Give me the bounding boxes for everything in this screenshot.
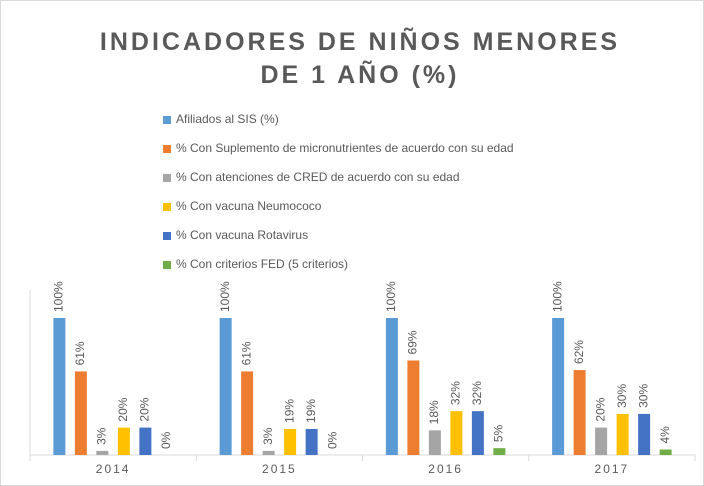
legend-swatch [163, 232, 171, 240]
bar [262, 450, 275, 455]
value-label: 18% [427, 400, 441, 424]
bar [493, 448, 506, 455]
legend-label: % Con vacuna Rotavirus [176, 228, 308, 242]
value-label: 100% [218, 281, 232, 312]
x-tick-label: 2017 [595, 462, 630, 476]
value-label: 3% [95, 427, 109, 445]
value-label: 30% [636, 384, 650, 408]
legend-label: Afiliados al SIS (%) [176, 112, 279, 126]
legend-swatch [163, 203, 171, 211]
bar [117, 427, 130, 455]
value-label: 0% [325, 431, 339, 449]
value-label: 62% [572, 340, 586, 364]
value-label: 5% [492, 424, 506, 442]
bar [616, 413, 629, 455]
value-label: 20% [593, 397, 607, 421]
value-label: 20% [138, 397, 152, 421]
value-label: 100% [384, 281, 398, 312]
value-label: 30% [615, 384, 629, 408]
bar [53, 318, 66, 455]
value-label: 20% [116, 397, 130, 421]
bar [241, 371, 254, 455]
bar [450, 411, 463, 455]
value-label: 3% [261, 427, 275, 445]
bar [219, 318, 232, 455]
bar [573, 370, 586, 455]
legend-swatch [163, 261, 171, 269]
value-label: 61% [239, 341, 253, 365]
bar [96, 450, 109, 455]
legend-swatch [163, 174, 171, 182]
value-label: 32% [470, 381, 484, 405]
bar [552, 318, 565, 455]
value-label: 4% [658, 426, 672, 444]
legend-label: % Con vacuna Neumococo [176, 199, 322, 213]
bar [595, 427, 608, 455]
bar [305, 428, 318, 455]
legend-label: % Con criterios FED (5 criterios) [176, 257, 348, 271]
bar [407, 360, 420, 455]
bar [385, 318, 398, 455]
x-tick-label: 2016 [428, 462, 463, 476]
legend-label: % Con Suplemento de micronutrientes de a… [176, 141, 514, 155]
value-label: 61% [73, 341, 87, 365]
chart-title: INDICADORES DE NIÑOS MENORES DE 1 AÑO (%… [99, 28, 621, 89]
value-label: 69% [406, 330, 420, 354]
value-label: 100% [550, 281, 564, 312]
x-tick-label: 2014 [96, 462, 131, 476]
bar [139, 427, 152, 455]
legend-swatch [163, 116, 171, 124]
bar [638, 413, 651, 455]
value-label: 19% [304, 399, 318, 423]
value-label: 32% [449, 381, 463, 405]
bar [74, 371, 87, 455]
x-tick-label: 2015 [262, 462, 297, 476]
bar [471, 411, 484, 455]
value-label: 100% [52, 281, 66, 312]
bar [659, 449, 672, 455]
value-label: 19% [282, 399, 296, 423]
legend-swatch [163, 145, 171, 153]
bar [284, 428, 297, 455]
legend-label: % Con atenciones de CRED de acuerdo con … [176, 170, 460, 184]
value-label: 0% [159, 431, 173, 449]
bar [428, 430, 441, 455]
